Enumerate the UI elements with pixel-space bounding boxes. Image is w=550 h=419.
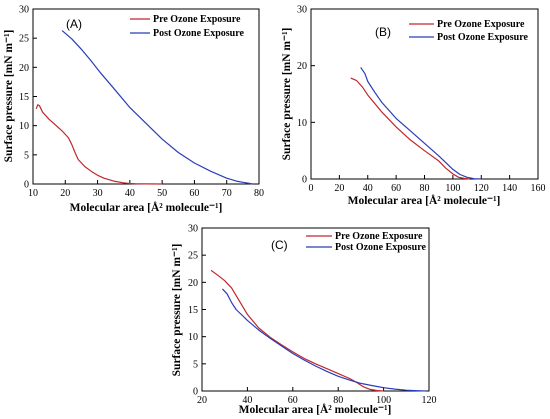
x-tick-label: 20 [60, 188, 70, 199]
series-line-post-ozone [221, 288, 427, 392]
panel-label: (A) [66, 17, 82, 31]
x-tick-label: 60 [288, 395, 298, 406]
x-tick-label: 120 [422, 395, 437, 406]
panel-label: (B) [375, 25, 391, 39]
series-lines [35, 30, 253, 185]
tick-marks [310, 8, 539, 180]
y-axis-title: Surface pressure [mN m⁻¹] [3, 30, 15, 163]
panel-label: (C) [271, 238, 288, 252]
panel-a: 10 20 30 40 50 60 70 80 0 5 10 15 20 25 30 (A) Pre Oz… [3, 5, 264, 215]
y-tick-labels: 0 5 10 15 20 25 30 [19, 5, 29, 191]
x-tick-label: 100 [376, 395, 391, 406]
x-tick-label: 160 [531, 183, 546, 194]
legend-label-pre: Pre Ozone Exposure [437, 19, 525, 30]
legend-label-post: Post Ozone Exposure [437, 32, 528, 43]
y-tick-label: 20 [19, 63, 29, 74]
series-line-pre-ozone [35, 104, 163, 185]
x-tick-label: 10 [28, 188, 38, 199]
x-tick-label: 80 [420, 183, 430, 194]
y-tick-label: 5 [193, 359, 198, 370]
x-tick-label: 40 [125, 188, 135, 199]
panel-c: 20 40 60 80 100 120 0 5 10 15 20 25 30 (C) Pre Ozon… [171, 224, 437, 417]
y-tick-label: 0 [193, 387, 198, 398]
x-tick-label: 40 [242, 395, 252, 406]
y-tick-label: 25 [19, 34, 29, 45]
y-tick-label: 30 [19, 5, 29, 16]
legend-label-pre: Pre Ozone Exposure [153, 14, 241, 25]
x-tick-labels: 20 40 60 80 100 120 [197, 395, 437, 406]
y-tick-label: 30 [188, 224, 198, 235]
x-tick-label: 30 [93, 188, 103, 199]
series-line-post-ozone [360, 67, 482, 180]
y-tick-label: 5 [24, 150, 29, 161]
x-axis-title: Molecular area [Å² molecule⁻¹] [239, 402, 392, 416]
x-tick-label: 60 [189, 188, 199, 199]
y-tick-label: 10 [297, 118, 307, 129]
y-tick-label: 20 [188, 278, 198, 289]
series-line-post-ozone [61, 30, 253, 185]
x-tick-label: 20 [334, 183, 344, 194]
legend-label-post: Post Ozone Exposure [335, 242, 426, 253]
series-lines [210, 269, 427, 392]
legend-label-pre: Pre Ozone Exposure [335, 231, 423, 242]
y-tick-label: 15 [188, 305, 198, 316]
series-line-pre-ozone [210, 269, 384, 392]
x-tick-labels: 10 20 30 40 50 60 70 80 [28, 188, 264, 199]
x-tick-labels: 0 20 40 60 80 100 120 140 160 [309, 183, 546, 194]
x-tick-label: 80 [254, 188, 264, 199]
y-tick-labels: 0 5 10 15 20 25 30 [188, 224, 198, 398]
x-tick-label: 140 [502, 183, 517, 194]
y-tick-label: 30 [297, 5, 307, 16]
panel-b: 0 20 40 60 80 100 120 140 160 0 10 20 30 (B) Pre Oz… [281, 5, 546, 208]
x-tick-label: 50 [157, 188, 167, 199]
x-axis-title: Molecular area [Å² molecule⁻¹] [348, 193, 501, 207]
x-tick-label: 70 [222, 188, 232, 199]
x-tick-label: 20 [197, 395, 207, 406]
x-tick-label: 120 [474, 183, 489, 194]
legend-label-post: Post Ozone Exposure [153, 28, 244, 39]
series-line-pre-ozone [350, 77, 470, 180]
y-tick-label: 0 [302, 175, 307, 186]
x-tick-label: 0 [309, 183, 314, 194]
y-tick-label: 0 [24, 180, 29, 191]
x-tick-label: 40 [363, 183, 373, 194]
y-axis-title: Surface pressure [mN m⁻¹] [281, 28, 293, 161]
y-tick-label: 10 [188, 332, 198, 343]
x-axis-title: Molecular area [Å² molecule⁻¹] [70, 200, 223, 214]
y-tick-label: 10 [19, 121, 29, 132]
y-axis-title: Surface pressure [mN m⁻¹] [171, 244, 183, 377]
y-tick-label: 20 [297, 61, 307, 72]
y-tick-label: 25 [188, 251, 198, 262]
series-lines [350, 67, 482, 180]
y-tick-labels: 0 10 20 30 [297, 5, 307, 186]
y-tick-label: 15 [19, 92, 29, 103]
x-tick-label: 60 [391, 183, 401, 194]
x-tick-label: 100 [445, 183, 460, 194]
x-tick-label: 80 [333, 395, 343, 406]
